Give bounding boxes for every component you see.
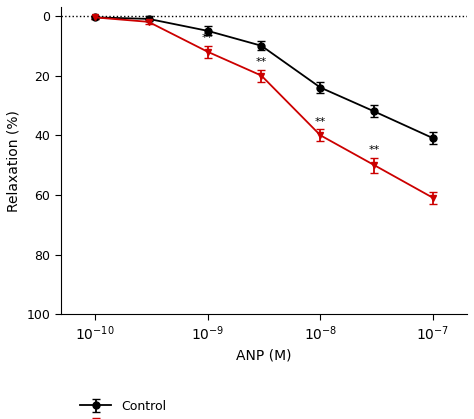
Text: **: ** [368, 145, 380, 155]
Text: **: ** [202, 33, 213, 43]
Legend: Control, Test extract (0.01 mg/mL): Control, Test extract (0.01 mg/mL) [75, 395, 289, 419]
Text: **: ** [255, 57, 267, 67]
Y-axis label: Relaxation (%): Relaxation (%) [7, 110, 21, 212]
X-axis label: ANP (M): ANP (M) [236, 349, 292, 363]
Text: **: ** [315, 117, 326, 127]
